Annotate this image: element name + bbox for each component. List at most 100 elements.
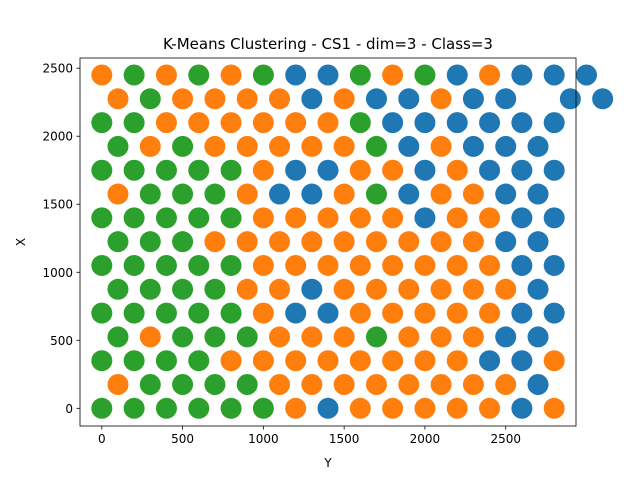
data-point-cluster-1 <box>430 88 452 110</box>
data-point-cluster-1 <box>317 254 339 276</box>
data-point-cluster-2 <box>172 231 194 253</box>
data-point-cluster-1 <box>155 64 177 86</box>
data-point-cluster-2 <box>188 350 210 372</box>
x-axis-ticks: 0 500 1000 1500 2000 2500 <box>98 426 521 446</box>
x-axis-label: Y <box>323 456 332 470</box>
data-point-cluster-1 <box>333 374 355 396</box>
data-point-cluster-0 <box>495 231 517 253</box>
data-point-cluster-1 <box>479 302 501 324</box>
data-point-cluster-1 <box>430 326 452 348</box>
data-point-cluster-1 <box>414 350 436 372</box>
data-point-cluster-1 <box>139 135 161 157</box>
data-point-cluster-2 <box>236 374 258 396</box>
data-point-cluster-2 <box>91 254 113 276</box>
data-point-cluster-2 <box>139 374 161 396</box>
data-point-cluster-1 <box>285 207 307 229</box>
data-point-cluster-2 <box>91 207 113 229</box>
data-point-cluster-1 <box>365 231 387 253</box>
data-point-cluster-0 <box>382 112 404 134</box>
data-point-cluster-2 <box>155 350 177 372</box>
data-point-cluster-1 <box>430 231 452 253</box>
data-point-cluster-1 <box>236 183 258 205</box>
data-point-cluster-0 <box>414 207 436 229</box>
data-point-cluster-2 <box>139 88 161 110</box>
data-point-cluster-1 <box>285 254 307 276</box>
data-point-cluster-0 <box>317 302 339 324</box>
data-point-cluster-1 <box>269 135 291 157</box>
data-point-cluster-0 <box>398 135 420 157</box>
x-tick-label: 1500 <box>329 432 360 446</box>
data-point-cluster-1 <box>172 88 194 110</box>
data-point-cluster-1 <box>462 374 484 396</box>
data-point-cluster-2 <box>365 135 387 157</box>
data-point-cluster-1 <box>414 254 436 276</box>
data-point-cluster-1 <box>479 207 501 229</box>
y-tick-label: 1500 <box>42 198 73 212</box>
data-point-cluster-1 <box>446 350 468 372</box>
data-point-cluster-0 <box>527 374 549 396</box>
data-point-cluster-1 <box>479 64 501 86</box>
data-point-cluster-2 <box>107 231 129 253</box>
data-point-cluster-1 <box>139 326 161 348</box>
data-point-cluster-0 <box>301 183 323 205</box>
x-tick-label: 500 <box>171 432 194 446</box>
data-point-cluster-1 <box>365 374 387 396</box>
data-point-cluster-2 <box>91 302 113 324</box>
data-point-cluster-1 <box>204 135 226 157</box>
data-point-cluster-1 <box>107 183 129 205</box>
data-point-cluster-1 <box>382 397 404 419</box>
data-point-cluster-1 <box>220 64 242 86</box>
data-point-cluster-0 <box>527 183 549 205</box>
data-point-cluster-1 <box>155 112 177 134</box>
data-point-cluster-1 <box>317 350 339 372</box>
data-point-cluster-2 <box>123 112 145 134</box>
data-point-cluster-0 <box>511 64 533 86</box>
data-point-cluster-1 <box>220 350 242 372</box>
data-point-cluster-1 <box>269 326 291 348</box>
data-point-cluster-2 <box>123 254 145 276</box>
data-point-cluster-2 <box>123 397 145 419</box>
y-tick-label: 2000 <box>42 130 73 144</box>
data-point-cluster-0 <box>285 159 307 181</box>
data-point-cluster-1 <box>252 112 274 134</box>
data-point-cluster-1 <box>398 231 420 253</box>
data-point-cluster-1 <box>446 207 468 229</box>
data-point-cluster-2 <box>220 397 242 419</box>
data-point-cluster-0 <box>559 88 581 110</box>
data-point-cluster-0 <box>527 326 549 348</box>
data-point-cluster-1 <box>349 397 371 419</box>
data-point-cluster-1 <box>333 278 355 300</box>
data-point-cluster-0 <box>285 302 307 324</box>
data-point-cluster-2 <box>139 183 161 205</box>
data-point-cluster-2 <box>123 350 145 372</box>
data-point-cluster-1 <box>252 350 274 372</box>
data-point-cluster-2 <box>188 302 210 324</box>
data-point-cluster-1 <box>446 159 468 181</box>
data-point-cluster-0 <box>495 183 517 205</box>
data-point-cluster-1 <box>495 374 517 396</box>
x-tick-label: 2500 <box>490 432 521 446</box>
data-point-cluster-2 <box>365 326 387 348</box>
data-point-cluster-0 <box>592 88 614 110</box>
data-point-cluster-1 <box>398 326 420 348</box>
data-point-cluster-1 <box>543 397 565 419</box>
data-point-cluster-0 <box>511 350 533 372</box>
data-point-cluster-2 <box>172 135 194 157</box>
data-point-cluster-1 <box>301 231 323 253</box>
data-point-cluster-0 <box>511 397 533 419</box>
data-point-cluster-2 <box>155 254 177 276</box>
data-point-cluster-2 <box>220 159 242 181</box>
data-point-cluster-0 <box>543 64 565 86</box>
data-point-cluster-0 <box>269 183 291 205</box>
data-point-cluster-1 <box>285 112 307 134</box>
data-point-cluster-1 <box>414 302 436 324</box>
data-point-cluster-1 <box>252 207 274 229</box>
data-point-cluster-2 <box>414 64 436 86</box>
data-point-cluster-1 <box>349 159 371 181</box>
data-point-cluster-1 <box>269 374 291 396</box>
data-point-cluster-1 <box>285 397 307 419</box>
data-point-cluster-0 <box>365 88 387 110</box>
data-point-cluster-2 <box>188 207 210 229</box>
data-point-cluster-1 <box>495 278 517 300</box>
data-point-cluster-1 <box>269 231 291 253</box>
